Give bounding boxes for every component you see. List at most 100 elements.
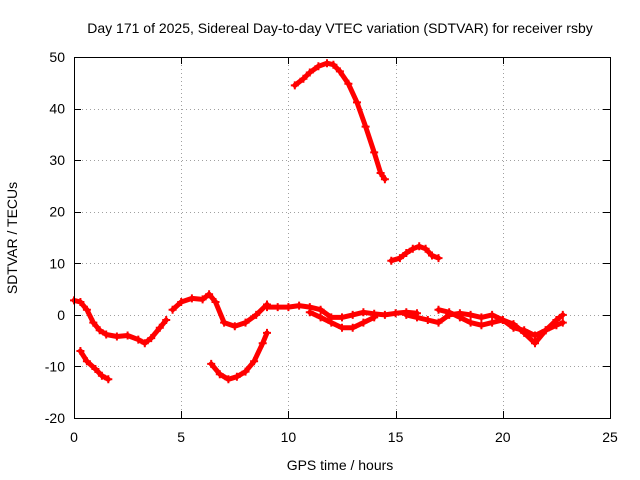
data-point bbox=[316, 305, 325, 314]
data-point bbox=[387, 256, 396, 265]
data-point bbox=[421, 244, 430, 253]
data-point bbox=[329, 60, 338, 69]
data-point bbox=[230, 322, 239, 331]
data-point bbox=[428, 251, 436, 260]
data-point bbox=[316, 313, 325, 322]
data-point bbox=[314, 62, 323, 71]
data-point bbox=[531, 331, 539, 340]
y-tick-label: 40 bbox=[49, 101, 65, 117]
data-point bbox=[207, 359, 216, 368]
data-point bbox=[348, 310, 357, 319]
data-point bbox=[258, 339, 267, 348]
data-point bbox=[361, 122, 370, 131]
data-point bbox=[415, 242, 424, 251]
data-point bbox=[211, 298, 220, 306]
data-point bbox=[263, 328, 271, 337]
data-point bbox=[370, 313, 379, 322]
data-point bbox=[434, 254, 443, 263]
data-point bbox=[215, 370, 224, 379]
data-point bbox=[147, 334, 156, 343]
data-point bbox=[477, 321, 486, 330]
data-point bbox=[198, 295, 207, 304]
data-point bbox=[445, 308, 454, 317]
data-point bbox=[488, 318, 497, 327]
data-point bbox=[509, 320, 518, 329]
data-point bbox=[353, 98, 361, 107]
data-point bbox=[344, 79, 353, 88]
x-tick-label: 20 bbox=[495, 429, 511, 445]
data-point bbox=[552, 316, 561, 324]
data-point bbox=[359, 318, 368, 327]
data-point bbox=[391, 309, 400, 318]
data-point bbox=[232, 372, 241, 381]
data-point bbox=[76, 298, 85, 306]
data-point bbox=[376, 169, 385, 177]
data-series-layer bbox=[70, 59, 567, 384]
y-tick-label: 30 bbox=[49, 152, 65, 168]
data-point bbox=[498, 316, 507, 324]
data-point bbox=[488, 310, 497, 319]
data-point bbox=[82, 357, 91, 366]
data-point bbox=[455, 313, 464, 322]
data-point bbox=[95, 326, 104, 335]
data-point bbox=[423, 316, 432, 324]
data-point bbox=[541, 326, 550, 335]
grid bbox=[74, 57, 610, 418]
data-point bbox=[408, 244, 417, 253]
data-point bbox=[89, 318, 98, 327]
data-point bbox=[434, 318, 443, 327]
data-point bbox=[466, 310, 475, 319]
x-tick-label: 5 bbox=[177, 429, 185, 445]
data-point bbox=[305, 68, 314, 77]
data-point bbox=[558, 310, 567, 319]
data-point bbox=[295, 301, 304, 310]
data-point bbox=[338, 323, 346, 332]
data-point bbox=[402, 249, 411, 257]
data-point bbox=[205, 290, 214, 299]
data-point bbox=[284, 303, 293, 312]
x-tick-label: 0 bbox=[70, 429, 78, 445]
data-point bbox=[220, 318, 229, 327]
data-point bbox=[134, 335, 143, 344]
data-point bbox=[112, 332, 121, 341]
data-point bbox=[263, 303, 271, 312]
y-axis-label: SDTVAR / TECUs bbox=[4, 182, 20, 294]
data-point bbox=[558, 318, 567, 327]
x-tick-label: 15 bbox=[388, 429, 404, 445]
data-point bbox=[359, 308, 368, 317]
data-point bbox=[252, 310, 261, 319]
data-point bbox=[162, 316, 171, 324]
data-series-arc-3 bbox=[170, 291, 270, 329]
data-point bbox=[177, 298, 186, 306]
data-point bbox=[102, 330, 111, 339]
y-tick-label: 50 bbox=[49, 49, 65, 65]
data-point bbox=[335, 67, 344, 76]
data-point bbox=[76, 347, 85, 355]
data-point bbox=[531, 339, 539, 348]
axis-ticks bbox=[74, 57, 611, 419]
x-tick-label: 10 bbox=[281, 429, 297, 445]
data-point bbox=[348, 323, 357, 332]
data-point bbox=[338, 313, 346, 322]
y-tick-label: -10 bbox=[45, 358, 65, 374]
x-axis-label: GPS time / hours bbox=[287, 457, 394, 473]
data-point bbox=[434, 305, 443, 314]
data-point bbox=[91, 365, 100, 373]
data-point bbox=[305, 308, 314, 317]
data-point bbox=[290, 81, 299, 90]
data-point bbox=[299, 74, 308, 83]
x-tick-label: 25 bbox=[602, 429, 618, 445]
data-series-arc-7 bbox=[292, 60, 388, 182]
data-point bbox=[123, 331, 132, 340]
y-tick-labels: -20 -10 0 10 20 30 40 50 bbox=[45, 49, 65, 426]
data-series-arc-10 bbox=[436, 307, 566, 346]
chart-title: Day 171 of 2025, Sidereal Day-to-day VTE… bbox=[87, 20, 593, 36]
data-point bbox=[370, 148, 379, 157]
data-point bbox=[380, 310, 389, 319]
plot-frame bbox=[74, 57, 611, 419]
data-point bbox=[413, 313, 421, 322]
data-point bbox=[520, 328, 529, 337]
data-point bbox=[168, 305, 177, 314]
y-tick-label: 0 bbox=[57, 307, 65, 323]
